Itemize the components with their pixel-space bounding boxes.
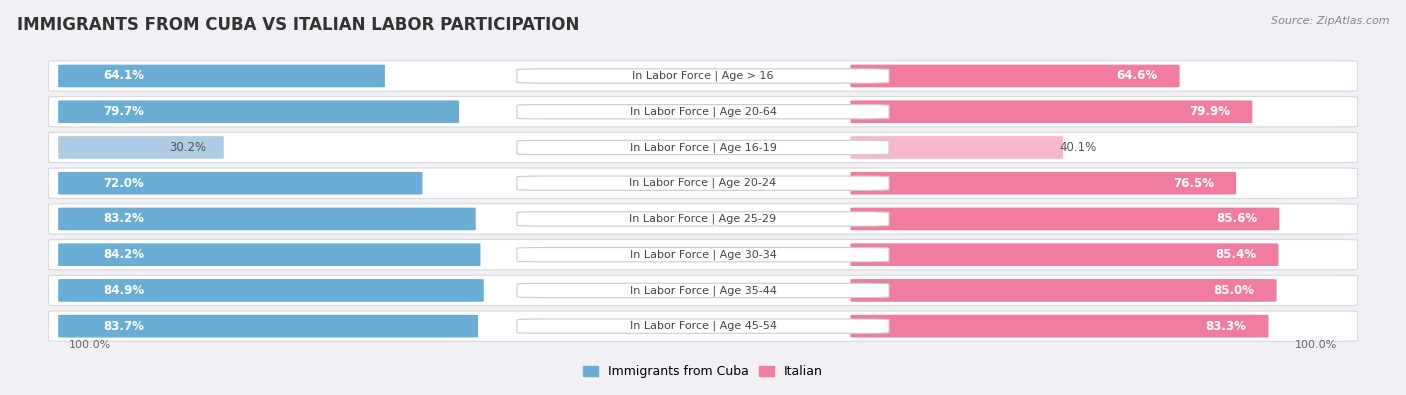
FancyBboxPatch shape — [58, 65, 385, 87]
Legend: Immigrants from Cuba, Italian: Immigrants from Cuba, Italian — [578, 360, 828, 384]
Text: In Labor Force | Age 45-54: In Labor Force | Age 45-54 — [630, 321, 776, 331]
Text: In Labor Force | Age > 16: In Labor Force | Age > 16 — [633, 71, 773, 81]
Text: In Labor Force | Age 35-44: In Labor Force | Age 35-44 — [630, 285, 776, 296]
Text: In Labor Force | Age 20-64: In Labor Force | Age 20-64 — [630, 107, 776, 117]
Text: 84.9%: 84.9% — [104, 284, 145, 297]
Text: In Labor Force | Age 30-34: In Labor Force | Age 30-34 — [630, 249, 776, 260]
FancyBboxPatch shape — [48, 275, 1358, 306]
Text: In Labor Force | Age 25-29: In Labor Force | Age 25-29 — [630, 214, 776, 224]
Text: 79.9%: 79.9% — [1189, 105, 1230, 118]
FancyBboxPatch shape — [48, 132, 1358, 163]
FancyBboxPatch shape — [48, 239, 1358, 270]
FancyBboxPatch shape — [851, 279, 1277, 302]
FancyBboxPatch shape — [48, 96, 1358, 127]
FancyBboxPatch shape — [517, 176, 889, 190]
Text: 79.7%: 79.7% — [104, 105, 145, 118]
Text: 100.0%: 100.0% — [1295, 340, 1337, 350]
FancyBboxPatch shape — [58, 279, 484, 302]
FancyBboxPatch shape — [48, 204, 1358, 234]
Text: In Labor Force | Age 20-24: In Labor Force | Age 20-24 — [630, 178, 776, 188]
FancyBboxPatch shape — [851, 172, 1236, 195]
Text: 30.2%: 30.2% — [169, 141, 205, 154]
Text: 64.1%: 64.1% — [104, 70, 145, 83]
Text: 85.6%: 85.6% — [1216, 213, 1257, 226]
FancyBboxPatch shape — [517, 248, 889, 262]
FancyBboxPatch shape — [851, 315, 1268, 337]
Text: 76.5%: 76.5% — [1173, 177, 1215, 190]
FancyBboxPatch shape — [48, 61, 1358, 91]
FancyBboxPatch shape — [517, 283, 889, 297]
FancyBboxPatch shape — [58, 243, 481, 266]
FancyBboxPatch shape — [851, 208, 1279, 230]
Text: Source: ZipAtlas.com: Source: ZipAtlas.com — [1271, 16, 1389, 26]
FancyBboxPatch shape — [517, 319, 889, 333]
FancyBboxPatch shape — [517, 105, 889, 119]
FancyBboxPatch shape — [517, 140, 889, 154]
FancyBboxPatch shape — [851, 65, 1180, 87]
Text: 85.0%: 85.0% — [1213, 284, 1254, 297]
Text: 85.4%: 85.4% — [1215, 248, 1257, 261]
Text: 64.6%: 64.6% — [1116, 70, 1157, 83]
FancyBboxPatch shape — [851, 136, 1063, 159]
FancyBboxPatch shape — [58, 100, 460, 123]
Text: 84.2%: 84.2% — [104, 248, 145, 261]
FancyBboxPatch shape — [58, 136, 224, 159]
FancyBboxPatch shape — [851, 243, 1278, 266]
FancyBboxPatch shape — [517, 212, 889, 226]
FancyBboxPatch shape — [851, 100, 1253, 123]
Text: In Labor Force | Age 16-19: In Labor Force | Age 16-19 — [630, 142, 776, 153]
FancyBboxPatch shape — [58, 208, 475, 230]
FancyBboxPatch shape — [58, 315, 478, 337]
Text: 40.1%: 40.1% — [1059, 141, 1097, 154]
Text: 83.7%: 83.7% — [104, 320, 145, 333]
Text: 72.0%: 72.0% — [104, 177, 145, 190]
Text: 100.0%: 100.0% — [69, 340, 111, 350]
FancyBboxPatch shape — [48, 168, 1358, 198]
Text: 83.2%: 83.2% — [104, 213, 145, 226]
FancyBboxPatch shape — [48, 311, 1358, 341]
Text: 83.3%: 83.3% — [1205, 320, 1246, 333]
FancyBboxPatch shape — [517, 69, 889, 83]
Text: IMMIGRANTS FROM CUBA VS ITALIAN LABOR PARTICIPATION: IMMIGRANTS FROM CUBA VS ITALIAN LABOR PA… — [17, 16, 579, 34]
FancyBboxPatch shape — [58, 172, 422, 195]
